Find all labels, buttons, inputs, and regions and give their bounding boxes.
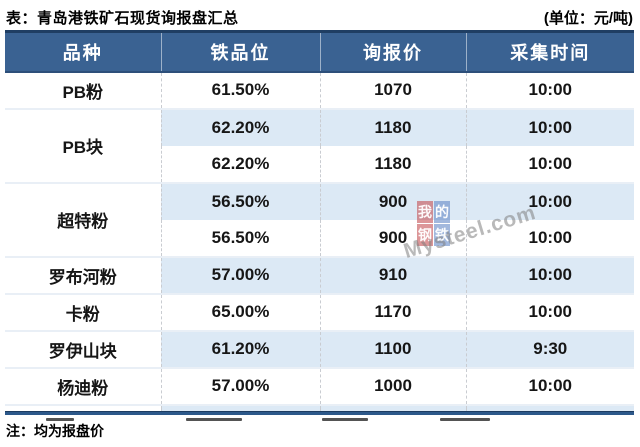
clipped-text-fragment bbox=[322, 418, 368, 421]
table-row: 卡粉 65.00% 1170 10:00 bbox=[5, 292, 634, 331]
clipped-text-fragment bbox=[46, 418, 74, 421]
price-cell: 1180 bbox=[319, 107, 466, 146]
grade-cell: 62.20% bbox=[160, 145, 320, 183]
variety-cell: 超特粉 bbox=[5, 181, 161, 257]
column-header-grade: 铁品位 bbox=[160, 30, 320, 73]
grade-cell: 65.00% bbox=[160, 292, 320, 331]
grade-cell bbox=[160, 403, 320, 411]
table-row: 罗布河粉 57.00% 910 10:00 bbox=[5, 255, 634, 294]
time-cell: 9:30 bbox=[465, 329, 634, 368]
grade-cell: 61.20% bbox=[160, 329, 320, 368]
variety-cell: 罗伊山块 bbox=[5, 329, 161, 368]
variety-cell bbox=[5, 403, 161, 411]
title-bar: 表：青岛港铁矿石现货询报盘汇总 (单位：元/吨) bbox=[0, 0, 640, 30]
time-cell: 10:00 bbox=[465, 292, 634, 331]
column-header-variety: 品种 bbox=[5, 30, 161, 73]
table-row: 56.50% 900 10:00 bbox=[5, 219, 634, 257]
price-cell: 1170 bbox=[319, 292, 466, 331]
table-bottom-border bbox=[5, 410, 634, 415]
price-cell bbox=[319, 403, 466, 411]
table-row: PB粉 61.50% 1070 10:00 bbox=[5, 71, 634, 109]
variety-cell: 卡粉 bbox=[5, 292, 161, 331]
time-cell: 10:00 bbox=[465, 107, 634, 146]
column-header-time: 采集时间 bbox=[465, 30, 634, 73]
table-row: 杨迪粉 57.00% 1000 10:00 bbox=[5, 366, 634, 405]
table-header-row: 品种 铁品位 询报价 采集时间 bbox=[5, 30, 634, 73]
time-cell: 10:00 bbox=[465, 145, 634, 183]
time-cell bbox=[465, 403, 634, 411]
time-cell: 10:00 bbox=[465, 219, 634, 257]
clipped-text-fragment bbox=[186, 418, 242, 421]
price-cell: 1100 bbox=[319, 329, 466, 368]
unit-label: (单位：元/吨) bbox=[543, 10, 633, 27]
price-cell: 1180 bbox=[319, 145, 466, 183]
price-cell: 1070 bbox=[319, 71, 466, 109]
time-cell: 10:00 bbox=[465, 366, 634, 405]
grade-cell: 62.20% bbox=[160, 107, 320, 146]
table-row: PB块 62.20% 1180 10:00 bbox=[5, 107, 634, 183]
time-cell: 10:00 bbox=[465, 255, 634, 294]
table-row: 超特粉 56.50% 900 10:00 bbox=[5, 181, 634, 257]
grade-cell: 61.50% bbox=[160, 71, 320, 109]
footnote: 注：均为报盘价 bbox=[6, 422, 104, 439]
variety-cell: 杨迪粉 bbox=[5, 366, 161, 405]
variety-cell: PB块 bbox=[5, 107, 161, 183]
grade-cell: 57.00% bbox=[160, 366, 320, 405]
grade-cell: 56.50% bbox=[160, 219, 320, 257]
page-title: 表：青岛港铁矿石现货询报盘汇总 bbox=[6, 10, 239, 27]
price-cell: 900 bbox=[319, 181, 466, 220]
price-table: 品种 铁品位 询报价 采集时间 PB粉 61.50% 1070 10:00 PB… bbox=[5, 30, 634, 411]
variety-cell: PB粉 bbox=[5, 71, 161, 109]
table-row: 罗伊山块 61.20% 1100 9:30 bbox=[5, 329, 634, 368]
price-cell: 1000 bbox=[319, 366, 466, 405]
table-row: 62.20% 1180 10:00 bbox=[5, 145, 634, 183]
price-cell: 900 bbox=[319, 219, 466, 257]
clipped-text-fragment bbox=[440, 418, 490, 421]
price-cell: 910 bbox=[319, 255, 466, 294]
column-header-price: 询报价 bbox=[319, 30, 466, 73]
time-cell: 10:00 bbox=[465, 71, 634, 109]
variety-cell: 罗布河粉 bbox=[5, 255, 161, 294]
clipped-table-row bbox=[5, 403, 634, 411]
time-cell: 10:00 bbox=[465, 181, 634, 220]
grade-cell: 56.50% bbox=[160, 181, 320, 220]
grade-cell: 57.00% bbox=[160, 255, 320, 294]
